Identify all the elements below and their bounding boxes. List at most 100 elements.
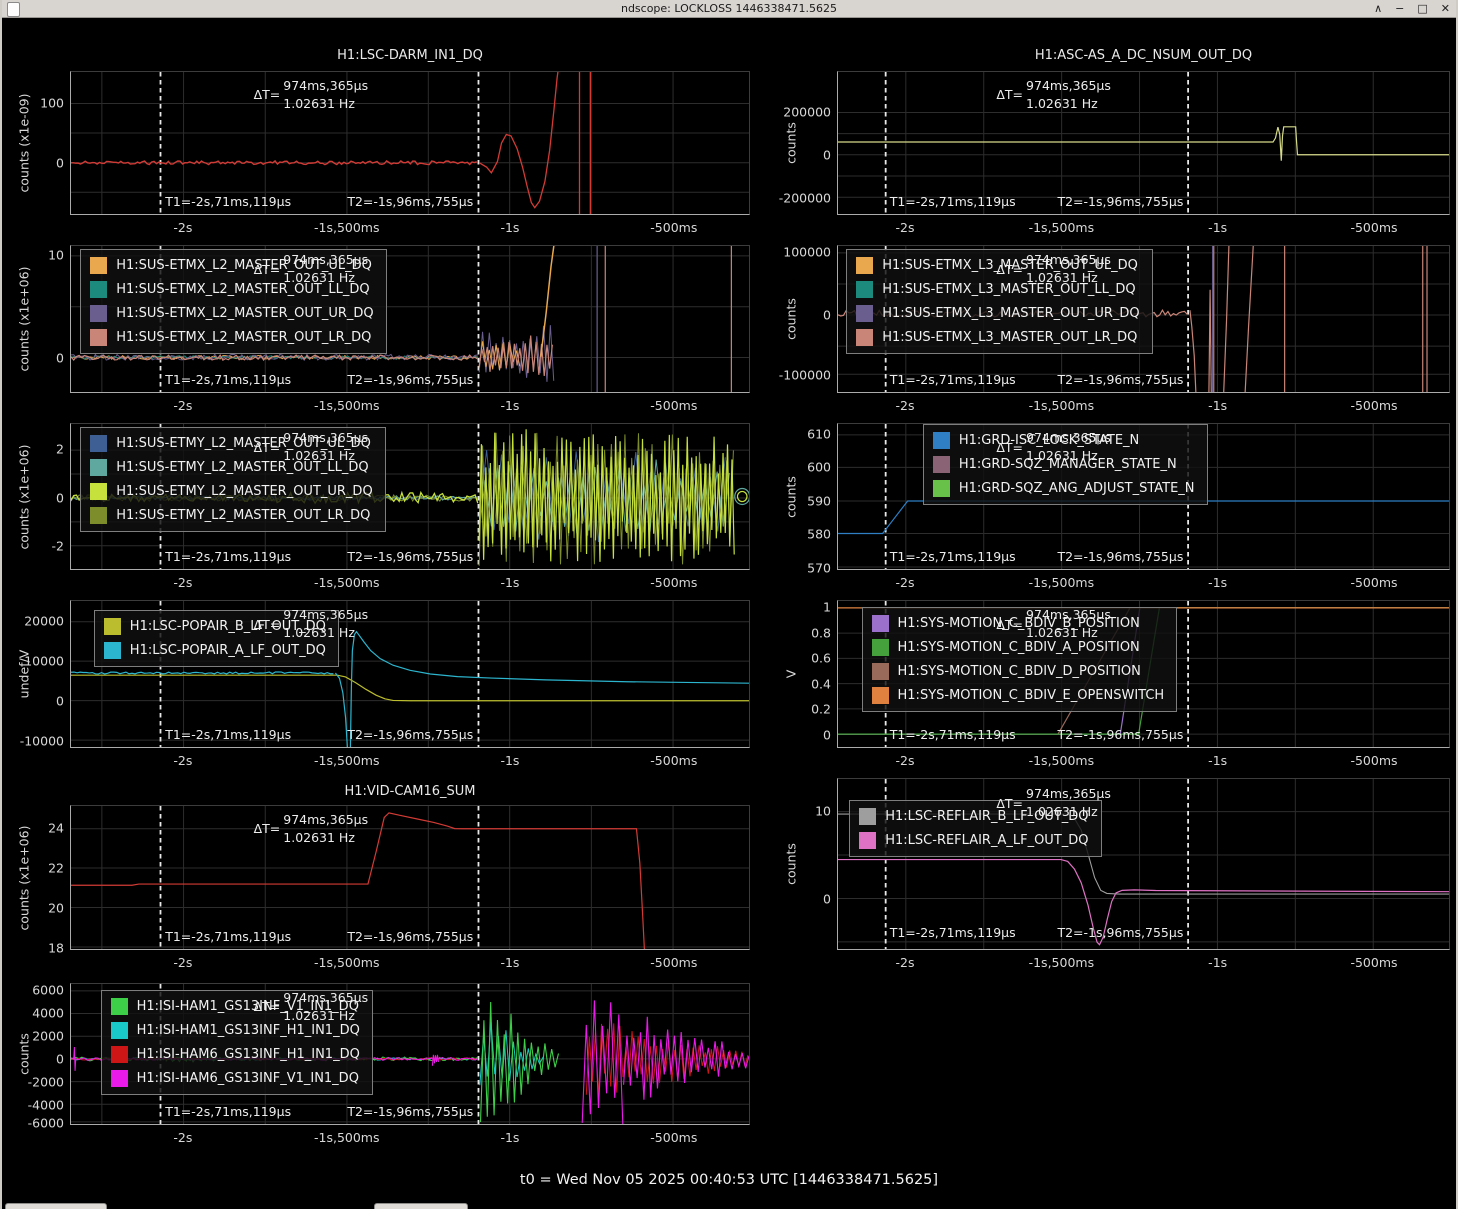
title-bar[interactable]: ndscope: LOCKLOSS 1446338471.5625 ∧−□✕ [2,0,1456,18]
t1-cursor-label: T1=-2s,71ms,119µs [165,194,291,209]
delta-t-frequency: 1.02631 Hz [1026,269,1111,287]
delta-t-value: 974ms,365µs [283,429,368,447]
partial-button-1[interactable] [5,1203,107,1209]
legend-item[interactable]: H1:SYS-MOTION_C_BDIV_D_POSITION [872,663,1165,680]
x-tick-label: -500ms [1350,753,1397,768]
legend-channel-label: H1:ISI-HAM6_GS13INF_H1_IN1_DQ [137,1047,360,1062]
y-tick-label: 22 [4,860,64,875]
delta-t-frequency: 1.02631 Hz [283,95,368,113]
y-tick-label: 10000 [4,653,64,668]
legend-item[interactable]: H1:LSC-POPAIR_A_LF_OUT_DQ [104,642,326,659]
legend-swatch-icon [933,480,950,497]
y-tick-label: 0.6 [771,651,831,666]
legend-item[interactable]: H1:ISI-HAM6_GS13INF_V1_IN1_DQ [111,1070,360,1087]
delta-t-frequency: 1.02631 Hz [283,447,368,465]
app-icon [7,2,20,17]
close-button[interactable]: ✕ [1441,0,1450,17]
legend-item[interactable]: H1:SUS-ETMX_L2_MASTER_OUT_UR_DQ [90,305,373,322]
delta-t-annotation: ΔT=974ms,365µs1.02631 Hz [996,77,1111,113]
x-tick-label: -500ms [650,1130,697,1145]
legend-swatch-icon [933,456,950,473]
trace [1190,310,1196,392]
legend-swatch-icon [90,305,107,322]
plot-title-vid-cam16: H1:VID-CAM16_SUM [344,784,475,799]
legend-item[interactable]: H1:LSC-REFLAIR_A_LF_OUT_DQ [859,832,1088,849]
legend-item[interactable]: H1:ISI-HAM6_GS13INF_H1_IN1_DQ [111,1046,360,1063]
delta-t-value: 974ms,365µs [1026,77,1111,95]
trace [838,127,1449,161]
delta-t-label: ΔT= [254,999,281,1014]
partial-button-2[interactable] [374,1203,468,1209]
delta-t-frequency: 1.02631 Hz [283,269,368,287]
t2-cursor-label: T2=-1s,96ms,755µs [347,194,473,209]
y-tick-label: -2000 [4,1074,64,1089]
trace [582,1000,623,1124]
t2-cursor-label: T2=-1s,96ms,755µs [1057,727,1183,742]
y-tick-label: 24 [4,821,64,836]
legend-swatch-icon [90,507,107,524]
x-tick-label: -2s [896,398,915,413]
legend-channel-label: H1:SUS-ETMX_L2_MASTER_OUT_UR_DQ [116,306,373,321]
t1-cursor-label: T1=-2s,71ms,119µs [890,372,1016,387]
y-tick-label: 0.4 [771,676,831,691]
legend-item[interactable]: H1:SUS-ETMX_L3_MASTER_OUT_LR_DQ [856,329,1139,346]
shade-button[interactable]: ∧ [1374,0,1382,17]
legend-swatch-icon [90,435,107,452]
legend-channel-label: H1:LSC-REFLAIR_A_LF_OUT_DQ [885,833,1088,848]
trace [71,675,749,701]
trace [335,673,347,747]
y-tick-label: 590 [771,494,831,509]
legend-item[interactable]: H1:GRD-SQZ_ANG_ADJUST_STATE_N [933,480,1195,497]
x-tick-label: -1s,500ms [314,1130,380,1145]
legend-swatch-icon [104,618,121,635]
x-tick-label: -1s [1208,220,1227,235]
x-tick-label: -2s [896,753,915,768]
y-tick-label: 0 [4,490,64,505]
t2-cursor-label: T2=-1s,96ms,755µs [1057,925,1183,940]
legend-channel-label: H1:ISI-HAM1_GS13INF_H1_IN1_DQ [137,1023,360,1038]
legend-item[interactable]: H1:SYS-MOTION_C_BDIV_E_OPENSWITCH [872,687,1165,704]
x-tick-label: -1s [500,398,519,413]
legend-item[interactable]: H1:SUS-ETMY_L2_MASTER_OUT_UR_DQ [90,483,373,500]
t2-cursor-label: T2=-1s,96ms,755µs [1057,372,1183,387]
delta-t-label: ΔT= [996,617,1023,632]
y-tick-label: 4000 [4,1005,64,1020]
legend-item[interactable]: H1:SUS-ETMX_L2_MASTER_OUT_LR_DQ [90,329,373,346]
minimize-button[interactable]: − [1395,0,1404,17]
x-tick-label: -500ms [650,220,697,235]
delta-t-value: 974ms,365µs [283,77,368,95]
y-tick-label: 100000 [771,244,831,259]
x-tick-label: -2s [896,575,915,590]
legend-swatch-icon [111,1022,128,1039]
t1-cursor-label: T1=-2s,71ms,119µs [165,549,291,564]
x-tick-label: -1s [500,753,519,768]
t1-cursor-label: T1=-2s,71ms,119µs [890,925,1016,940]
plot-title-lsc-darm: H1:LSC-DARM_IN1_DQ [337,48,483,63]
legend-channel-label: H1:SYS-MOTION_C_BDIV_D_POSITION [898,664,1141,679]
legend-swatch-icon [872,663,889,680]
x-tick-label: -500ms [1350,398,1397,413]
delta-t-annotation: ΔT=974ms,365µs1.02631 Hz [996,785,1111,821]
delta-t-annotation: ΔT=974ms,365µs1.02631 Hz [254,429,369,465]
y-tick-label: -2 [4,539,64,554]
trace [71,672,333,674]
y-tick-label: 1 [771,599,831,614]
y-tick-label: -10000 [4,734,64,749]
legend-item[interactable]: H1:SUS-ETMX_L3_MASTER_OUT_UR_DQ [856,305,1139,322]
legend-swatch-icon [111,1046,128,1063]
delta-t-value: 974ms,365µs [1026,251,1111,269]
x-tick-label: -1s,500ms [314,955,380,970]
delta-t-frequency: 1.02631 Hz [283,829,368,847]
x-tick-label: -2s [173,1130,192,1145]
maximize-button[interactable]: □ [1417,0,1427,17]
legend-swatch-icon [859,832,876,849]
y-tick-label: 570 [771,560,831,575]
legend-channel-label: H1:ISI-HAM6_GS13INF_V1_IN1_DQ [137,1071,359,1086]
legend-item[interactable]: H1:SUS-ETMY_L2_MASTER_OUT_LR_DQ [90,507,373,524]
delta-t-label: ΔT= [254,440,281,455]
x-tick-label: -1s [500,575,519,590]
x-tick-label: -1s,500ms [1029,220,1095,235]
x-tick-label: -1s,500ms [314,398,380,413]
x-tick-label: -2s [173,753,192,768]
t2-cursor-label: T2=-1s,96ms,755µs [347,372,473,387]
